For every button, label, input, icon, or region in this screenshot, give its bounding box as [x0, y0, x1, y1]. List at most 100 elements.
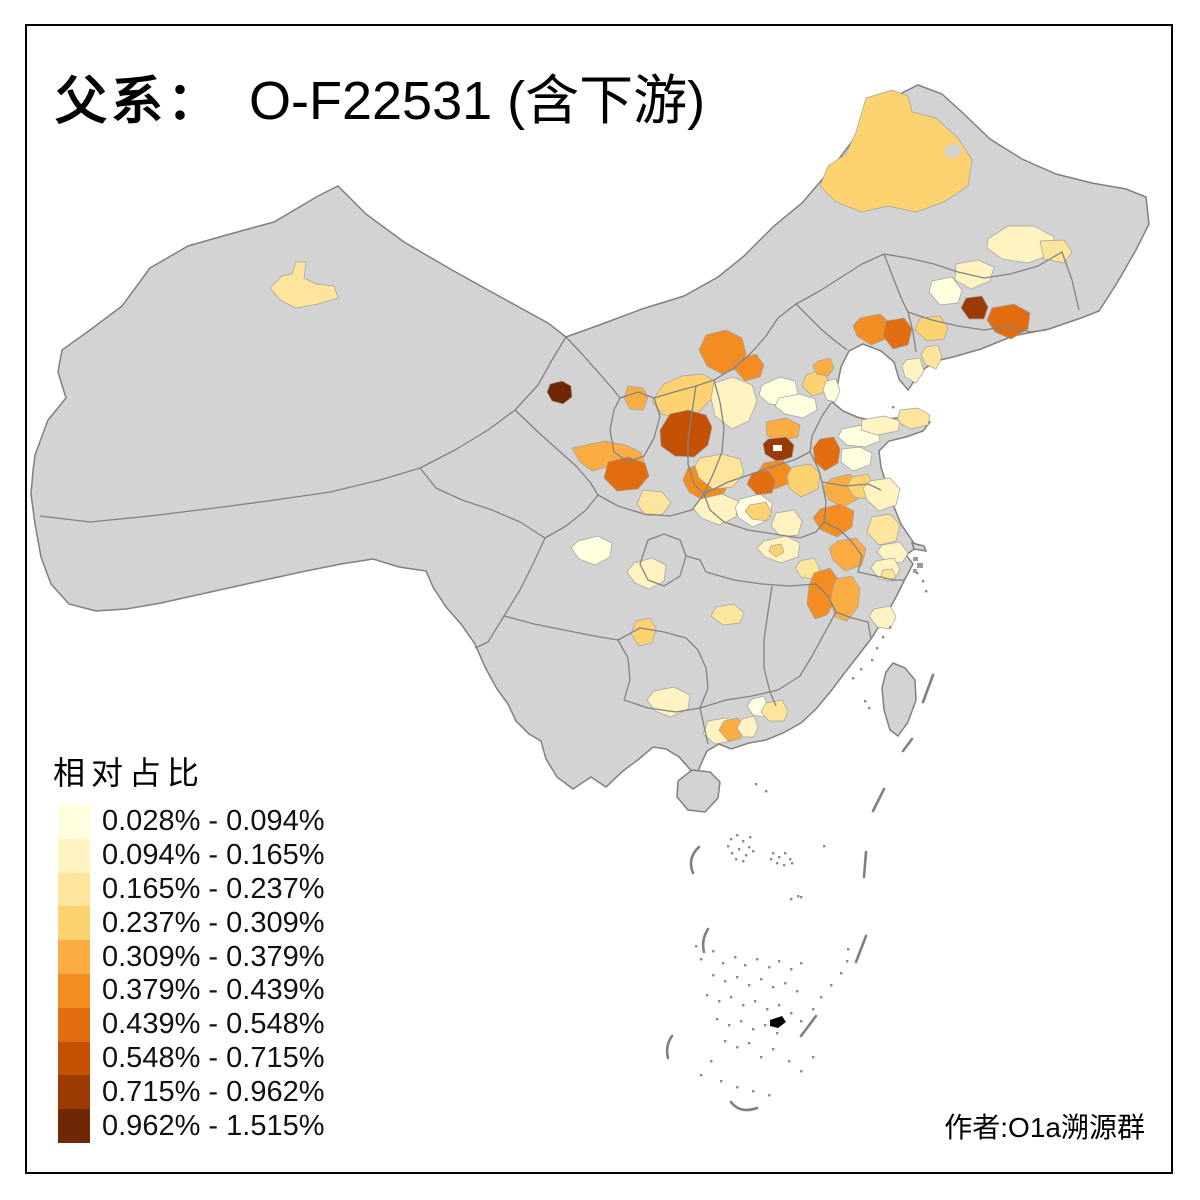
province-border — [544, 494, 599, 539]
legend-item: 0.379% - 0.439% — [58, 973, 325, 1008]
province-border — [597, 493, 705, 517]
map-region — [760, 699, 789, 722]
map-region — [546, 380, 573, 405]
map-region — [812, 436, 841, 472]
province-border — [809, 402, 832, 453]
map-region — [770, 509, 803, 538]
province-border — [703, 451, 811, 495]
title-haplogroup: O-F22531 (含下游) — [249, 71, 706, 131]
legend-swatch — [58, 872, 90, 907]
legend-item: 0.715% - 0.962% — [58, 1075, 325, 1110]
province-border — [514, 409, 599, 496]
legend: 相对占比 0.028% - 0.094% 0.094% - 0.165% 0.165… — [53, 748, 324, 1143]
nine-dash-line — [665, 673, 935, 1112]
map-region — [876, 541, 909, 564]
province-border — [883, 253, 917, 353]
province-border — [795, 303, 848, 351]
legend-swatch — [58, 973, 90, 1008]
map-region — [710, 603, 745, 626]
province-border — [703, 379, 725, 495]
province-border — [617, 639, 631, 701]
province-border — [609, 391, 661, 463]
province-border — [687, 385, 705, 495]
province-border — [699, 707, 709, 745]
province-border — [703, 493, 825, 539]
province-border — [835, 611, 872, 640]
map-region — [840, 446, 873, 472]
province-border — [639, 533, 687, 587]
map-region — [830, 575, 861, 622]
map-region — [928, 276, 963, 306]
chongming-island — [910, 541, 928, 552]
legend-label: 0.237% - 0.309% — [102, 906, 325, 939]
map-region — [920, 344, 943, 370]
legend-swatch — [58, 1041, 90, 1076]
province-border — [39, 336, 567, 523]
province-border — [685, 555, 707, 573]
legend-title: 相对占比 — [53, 755, 206, 791]
author-credit: 作者:O1a溯源群 — [944, 1112, 1145, 1143]
map-region — [736, 715, 759, 738]
province-border — [823, 521, 905, 581]
map-region — [866, 513, 901, 546]
map-region — [954, 259, 995, 290]
title-prefix: 父系： — [55, 74, 224, 131]
map-region — [692, 493, 739, 526]
province-border — [503, 615, 619, 641]
legend-label: 0.094% - 0.165% — [102, 839, 325, 872]
province-border — [809, 451, 823, 483]
province-border — [685, 637, 709, 709]
legend-item: 0.548% - 0.715% — [58, 1041, 325, 1076]
map-region — [718, 717, 745, 742]
legend-swatch — [58, 1007, 90, 1042]
legend-swatch — [58, 838, 90, 873]
map-region — [768, 543, 785, 558]
map-region — [806, 567, 839, 620]
legend-swatch — [58, 805, 90, 839]
legend-label: 0.028% - 0.094% — [102, 805, 325, 838]
page-title: 父系： O-F22531 (含下游) — [55, 56, 705, 135]
legend-rows: 0.028% - 0.094% 0.094% - 0.165% 0.165% - 0… — [58, 805, 324, 1143]
province-border — [907, 311, 1048, 333]
legend-item: 0.237% - 0.309% — [58, 906, 325, 941]
map-region — [852, 313, 891, 346]
province-border — [799, 611, 837, 677]
legend-label: 0.715% - 0.962% — [102, 1075, 325, 1108]
map-region — [765, 417, 801, 442]
sea-island-dots — [695, 406, 928, 1097]
map-region — [774, 393, 818, 419]
legend-label: 0.548% - 0.715% — [102, 1041, 325, 1074]
map-region — [868, 605, 897, 630]
mainland-china-shape — [30, 84, 1150, 790]
shanghai-islets — [913, 557, 923, 573]
map-region — [746, 469, 777, 496]
province-border — [815, 583, 837, 613]
province-border — [653, 253, 935, 399]
map-region — [822, 378, 841, 403]
province-border — [763, 585, 777, 707]
map-region — [786, 463, 821, 498]
map-region — [812, 357, 835, 377]
map-region — [986, 303, 1031, 340]
legend-swatch — [58, 1075, 90, 1110]
legend-swatch — [58, 906, 90, 941]
map-region — [901, 357, 925, 384]
legend-label: 0.962% - 1.515% — [102, 1109, 325, 1142]
taiwan-island — [881, 662, 917, 738]
legend-label: 0.379% - 0.439% — [102, 974, 325, 1007]
map-region — [960, 295, 989, 320]
legend-label: 0.165% - 0.237% — [102, 872, 325, 905]
map-region — [812, 503, 855, 538]
province-border — [699, 675, 801, 709]
legend-item: 0.962% - 1.515% — [58, 1109, 324, 1143]
province-border — [623, 699, 701, 713]
province-border — [821, 481, 827, 523]
map-region — [659, 409, 713, 458]
province-border — [933, 251, 1080, 311]
spratly-islet — [770, 1016, 786, 1028]
map-region — [570, 535, 613, 566]
legend-item: 0.094% - 0.165% — [58, 838, 325, 873]
map-region — [744, 501, 773, 522]
